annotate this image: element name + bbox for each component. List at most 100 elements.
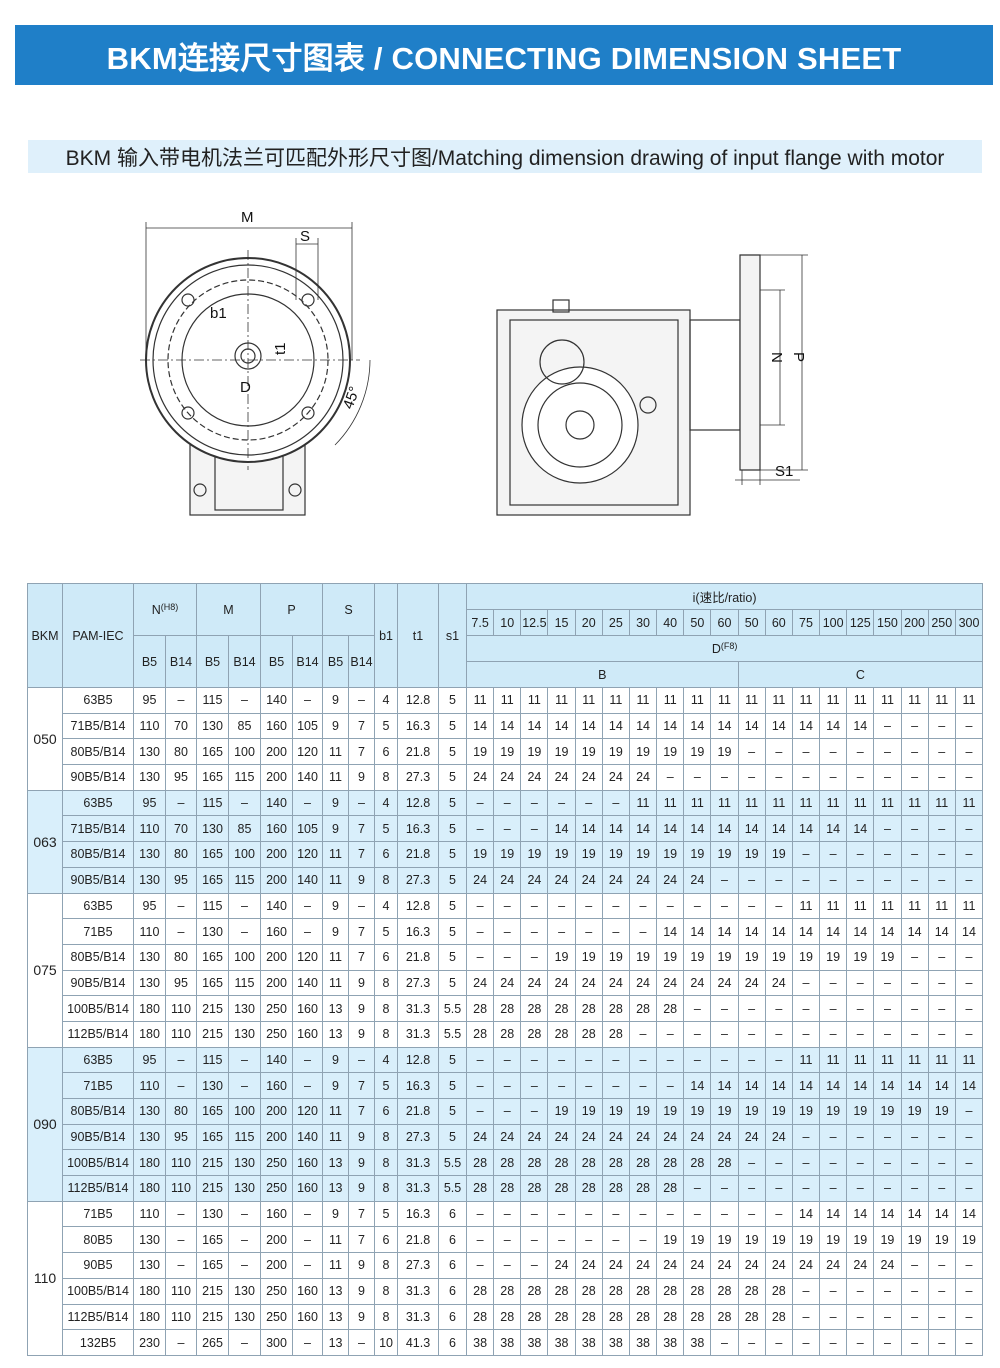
s1-cell: 5 — [438, 866, 468, 894]
t1-cell: 27.3 — [397, 1123, 440, 1151]
d-value-cell: 28 — [520, 1020, 549, 1048]
d-value-cell: – — [764, 738, 793, 766]
d-value-cell: – — [927, 1329, 956, 1356]
d-value-cell: 24 — [710, 1252, 739, 1279]
n-b5-cell: 180 — [133, 1020, 166, 1048]
n-b5-cell: 130 — [133, 738, 166, 766]
n-b14-cell: 95 — [165, 969, 197, 997]
pam-iec-cell: 80B5/B14 — [62, 738, 134, 766]
d-value-cell: – — [628, 1072, 658, 1099]
p-b5-cell: 160 — [260, 918, 294, 945]
p-b14-cell: 160 — [292, 1020, 324, 1048]
d-value-cell: 14 — [819, 1072, 848, 1099]
d-value-cell: 24 — [656, 1252, 685, 1279]
d-value-cell: – — [819, 1020, 848, 1048]
pam-iec-cell: 90B5/B14 — [62, 764, 134, 791]
d-value-cell: 28 — [710, 1303, 739, 1331]
d-value-cell: 24 — [601, 764, 630, 791]
d-value-cell: 19 — [656, 841, 685, 868]
s1-cell: 5 — [438, 738, 468, 766]
d-value-cell: 28 — [683, 1303, 712, 1331]
d-value-cell: – — [710, 1020, 739, 1048]
d-value-cell: – — [900, 815, 929, 843]
d-value-cell: 28 — [547, 1175, 576, 1202]
d-value-cell: 11 — [900, 687, 929, 714]
d-value-cell: 19 — [900, 1226, 929, 1254]
s-b5-cell: 13 — [322, 1020, 350, 1048]
m-b14-cell: 100 — [227, 1098, 262, 1125]
d-value-cell: – — [710, 1200, 739, 1228]
n-b5-cell: 110 — [133, 815, 166, 843]
d-value-cell: – — [493, 789, 522, 817]
m-b14-cell: – — [227, 1200, 262, 1228]
d-value-cell: – — [764, 1046, 793, 1074]
d-value-cell: – — [927, 764, 956, 791]
d-value-cell: – — [846, 1123, 875, 1151]
d-value-cell: – — [710, 1329, 739, 1356]
d-value-cell: – — [547, 1200, 576, 1228]
d-value-cell: – — [710, 1046, 739, 1074]
d-value-cell: 24 — [574, 764, 603, 791]
m-b14-cell: 85 — [227, 815, 262, 843]
d-value-cell: 14 — [819, 1200, 848, 1228]
d-value-cell: 11 — [900, 1046, 929, 1074]
m-b14-cell: 130 — [227, 1303, 262, 1331]
s-b5-cell: 13 — [322, 995, 350, 1022]
d-value-cell: 19 — [927, 1226, 956, 1254]
d-value-cell: 28 — [601, 1149, 630, 1177]
d-value-cell: 14 — [927, 1200, 956, 1228]
d-value-cell: – — [601, 1046, 630, 1074]
d-value-cell: – — [683, 1175, 712, 1202]
d-value-cell: – — [574, 1226, 603, 1254]
m-b5-cell: 165 — [196, 1226, 229, 1254]
d-value-cell: 28 — [764, 1277, 793, 1305]
m-b5-cell: 165 — [196, 943, 229, 971]
b1-cell: 8 — [374, 1277, 399, 1305]
m-b5-cell: 165 — [196, 841, 229, 868]
d-value-cell: 14 — [466, 712, 495, 740]
d-value-cell: – — [493, 1226, 522, 1254]
table-row: 90B5/B14 130 95 165 115 200 140 11 9 8 27.3 5 24 24 24… — [28, 1123, 984, 1151]
d-value-cell: 28 — [710, 1277, 739, 1305]
header-b14: B14 — [165, 635, 197, 688]
s-b5-cell: 9 — [322, 687, 350, 714]
header-ratio-value: 50 — [737, 609, 766, 636]
d-value-cell: 24 — [601, 969, 630, 997]
table-row: 050 63B5 95–115–140–9–4 12.8 5 11 11 11 11 11 11 11… — [27, 687, 984, 791]
d-value-cell: 11 — [873, 789, 902, 817]
d-value-cell: 14 — [683, 1072, 712, 1099]
s1-cell: 5 — [438, 943, 468, 971]
d-value-cell: 24 — [628, 764, 658, 791]
d-value-cell: 11 — [791, 789, 821, 817]
d-value-cell: – — [819, 866, 848, 894]
header-group-c: C — [737, 661, 984, 688]
pam-iec-cell: 112B5/B14 — [62, 1020, 134, 1048]
d-value-cell: – — [927, 1149, 956, 1177]
d-value-cell: 19 — [683, 1226, 712, 1254]
d-value-cell: – — [927, 943, 956, 971]
b1-cell: 6 — [374, 738, 399, 766]
front-view — [140, 222, 371, 516]
d-value-cell: 19 — [710, 738, 739, 766]
pam-iec-cell: 71B5 — [62, 918, 134, 945]
d-value-cell: 28 — [764, 1303, 793, 1331]
s1-cell: 5 — [438, 1098, 468, 1125]
b1-cell: 5 — [374, 1200, 399, 1228]
label-n: N — [768, 352, 785, 363]
d-value-cell: 11 — [846, 892, 875, 920]
s-b5-cell: 13 — [322, 1329, 350, 1356]
d-value-cell: – — [493, 918, 522, 945]
header-b14: B14 — [292, 635, 324, 688]
d-value-cell: 28 — [520, 1277, 549, 1305]
d-value-cell: – — [493, 1046, 522, 1074]
d-value-cell: – — [927, 995, 956, 1022]
s-b14-cell: 9 — [348, 1175, 376, 1202]
p-b5-cell: 200 — [260, 841, 294, 868]
header-ratio-value: 300 — [954, 609, 984, 636]
p-b5-cell: 140 — [260, 892, 294, 920]
b1-cell: 6 — [374, 841, 399, 868]
d-value-cell: 11 — [927, 687, 956, 714]
d-value-cell: 28 — [574, 1149, 603, 1177]
s1-cell: 5 — [438, 789, 468, 817]
d-value-cell: 38 — [493, 1329, 522, 1356]
